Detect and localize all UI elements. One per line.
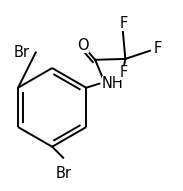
Text: F: F — [120, 16, 128, 31]
Text: Br: Br — [55, 166, 71, 181]
Text: F: F — [120, 65, 128, 80]
Text: NH: NH — [102, 76, 123, 91]
Text: F: F — [154, 41, 162, 56]
Text: Br: Br — [13, 45, 29, 60]
Text: O: O — [77, 38, 89, 53]
